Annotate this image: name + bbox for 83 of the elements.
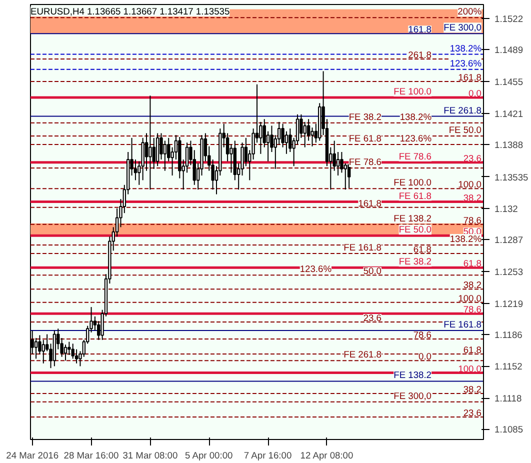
- annotation: FE 100.0: [394, 86, 432, 97]
- candlestick: [192, 150, 196, 186]
- annotation: 23.6: [463, 408, 482, 418]
- candlestick: [64, 344, 68, 362]
- candlestick: [34, 338, 38, 360]
- annotation: 78.6: [463, 215, 482, 226]
- annotation: 200%: [458, 6, 482, 17]
- candlestick: [68, 341, 71, 356]
- annotation: 100.0: [458, 293, 482, 304]
- annotation: FE 78.6: [398, 151, 432, 162]
- annotation: 38.2: [463, 280, 482, 290]
- y-tick-label: 1.1522: [494, 14, 524, 24]
- candlestick: [310, 127, 314, 147]
- candlestick: [156, 132, 160, 167]
- x-tick-label: 28 Mar 16:00: [64, 450, 119, 460]
- y-tick-label: 1.1152: [494, 362, 522, 372]
- y-tick-label: 1.1421: [494, 108, 524, 119]
- y-tick-label: 1.1118: [494, 394, 522, 404]
- candlestick: [148, 95, 152, 190]
- candlestick: [163, 140, 167, 172]
- x-tick-label: 31 Mar 08:00: [122, 450, 178, 460]
- candlestick: [141, 137, 144, 181]
- annotation: 78.6: [463, 304, 482, 315]
- y-tick-label: 1.132: [494, 204, 518, 214]
- y-tick-label: 1.1388: [494, 140, 524, 150]
- y-tick-label: 1.1219: [494, 298, 524, 309]
- annotation: 261.8: [408, 50, 432, 60]
- y-tick-label: 1.1455: [494, 77, 524, 88]
- annotation: 123.6%: [450, 58, 482, 68]
- annotation: FE 50.0: [448, 125, 482, 136]
- candlestick: [303, 121, 306, 148]
- annotation: 0.0: [418, 352, 432, 362]
- annotation: 123.6%: [300, 264, 332, 274]
- candlestick: [344, 162, 347, 190]
- annotation: FE 38.2: [398, 256, 432, 267]
- y-tick-label: 1.1253: [494, 266, 524, 277]
- annotation: FE 300,0: [394, 390, 432, 401]
- annotation: 23.6: [463, 153, 482, 164]
- annotation: FE 100.0: [394, 178, 432, 188]
- candlestick: [152, 137, 156, 170]
- annotation: 138.2%: [450, 43, 482, 54]
- annotation: 61.8: [463, 258, 482, 269]
- annotation: FE 50.0: [398, 224, 432, 235]
- annotation: 161.8: [358, 198, 382, 208]
- annotation: 123.6%: [400, 133, 432, 144]
- x-tick-label: 5 Apr 00:00: [185, 450, 233, 460]
- annotation: 61.8: [413, 244, 432, 254]
- y-tick-label: 1.13535: [494, 172, 528, 182]
- annotation: 50.0: [363, 266, 382, 276]
- annotation: FE 138.2: [394, 370, 432, 380]
- annotation: 138.2%: [450, 234, 482, 244]
- annotation: FE 261.8: [444, 105, 482, 116]
- y-tick-label: 1.1489: [494, 45, 524, 56]
- annotation: 0.0: [468, 88, 482, 99]
- annotation: 161.8: [408, 24, 432, 35]
- y-tick-label: 1.1287: [494, 234, 524, 245]
- annotation: FE 78.6: [348, 156, 382, 167]
- y-tick-label: 1.1186: [494, 330, 522, 340]
- annotation: 38.2: [463, 384, 482, 394]
- annotation: FE 261.8: [344, 350, 382, 360]
- chart-title: EURUSD,H4 1.13665 1.13667 1.13417 1.13535: [30, 6, 230, 16]
- candlestick: [284, 130, 288, 154]
- annotation: FE 38.2: [348, 112, 382, 122]
- x-tick-label: 12 Apr 08:00: [300, 450, 354, 460]
- y-tick-label: 1.1085: [494, 424, 524, 435]
- annotation: 23.6: [363, 313, 382, 324]
- x-tick-label: 7 Apr 16:00: [244, 450, 292, 460]
- annotation: 161.8: [458, 72, 482, 83]
- annotation: FE 161.8: [444, 320, 482, 330]
- candlestick: [71, 343, 74, 360]
- annotation: 138.2%: [400, 112, 432, 122]
- annotation: 78.6: [413, 330, 432, 340]
- x-tick-label: 24 Mar 2016: [6, 450, 59, 460]
- annotation: 61.8: [463, 345, 482, 356]
- annotation: 100.0: [458, 364, 482, 374]
- annotation: 100.0: [458, 180, 482, 190]
- annotation: FE 138.2: [394, 213, 432, 224]
- candlestick: [336, 152, 340, 176]
- annotation: FE 161.8: [344, 242, 382, 252]
- annotation: FE 61.8: [348, 133, 382, 144]
- annotation: FE 300,0: [444, 22, 482, 33]
- annotation: FE 61.8: [398, 190, 432, 201]
- annotation: 38.2: [463, 192, 482, 203]
